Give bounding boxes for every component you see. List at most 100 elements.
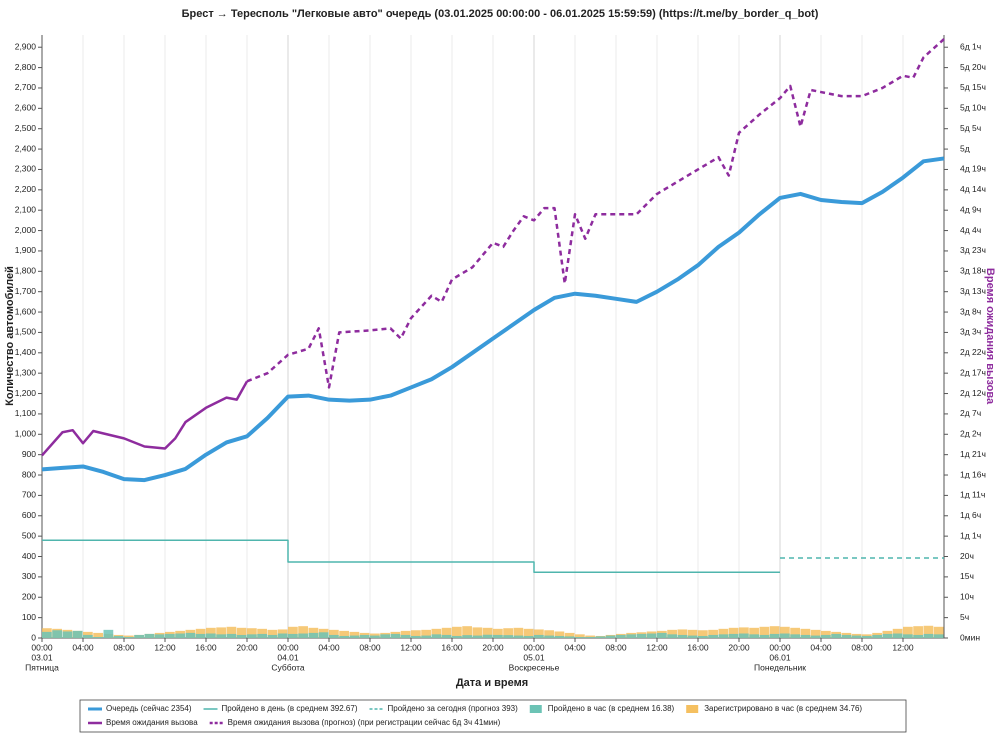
- bar: [431, 628, 442, 638]
- bar: [534, 629, 544, 638]
- bar: [728, 633, 739, 638]
- y-tick-label: 1,800: [15, 266, 37, 276]
- bar: [83, 631, 93, 638]
- y-tick-label: 2,700: [15, 82, 37, 92]
- y-tick-label: 1,500: [15, 327, 37, 337]
- bar: [892, 633, 903, 638]
- bar: [554, 631, 565, 638]
- x-tick-label: 12:00: [892, 642, 914, 652]
- bar: [288, 626, 298, 638]
- y-tick-label: 300: [22, 571, 36, 581]
- y-tick-label: 1,600: [15, 306, 37, 316]
- y-tick-label: 2,600: [15, 103, 37, 113]
- bar: [575, 634, 585, 638]
- bar: [349, 631, 360, 638]
- bar: [134, 634, 144, 638]
- bar: [400, 634, 411, 638]
- bar: [687, 635, 698, 638]
- bar: [933, 626, 944, 638]
- y2-tick-label: 0мин: [960, 632, 980, 642]
- bar: [646, 633, 657, 638]
- x-tick-label: 20:00: [728, 642, 750, 652]
- bar: [708, 634, 718, 638]
- bar: [124, 635, 134, 638]
- bar: [780, 633, 790, 638]
- bar: [851, 635, 862, 638]
- x-day-label: Суббота: [271, 662, 305, 672]
- y-tick-label: 700: [22, 490, 36, 500]
- legend-box: [79, 699, 907, 733]
- bar: [718, 634, 729, 638]
- bar: [769, 626, 780, 638]
- bar: [831, 633, 841, 638]
- bar: [103, 629, 114, 638]
- y2-tick-label: 1д 6ч: [960, 510, 981, 520]
- x-tick-label: 00:00: [769, 642, 791, 652]
- y2-tick-label: 2д 17ч: [960, 367, 986, 377]
- y-tick-label: 2,100: [15, 204, 37, 214]
- x-tick-label: 20:00: [482, 642, 504, 652]
- bar: [493, 628, 503, 638]
- bar: [359, 634, 370, 638]
- y-tick-label: 1,200: [15, 388, 37, 398]
- x-day-label: Пятница: [25, 662, 59, 672]
- y-tick-label: 2,000: [15, 225, 37, 235]
- chart-title: Брест → Тересполь "Легковые авто" очеред…: [182, 8, 819, 20]
- bar: [728, 627, 739, 638]
- bar: [472, 627, 483, 638]
- y2-tick-label: 3д 8ч: [960, 306, 981, 316]
- bar: [257, 628, 267, 638]
- legend-label: Пройдено за сегодня (прогноз 393): [388, 704, 519, 713]
- bar: [913, 626, 923, 638]
- bar: [236, 627, 247, 638]
- bar: [523, 628, 534, 638]
- x-tick-label: 00:00: [523, 642, 545, 652]
- bar: [339, 635, 349, 638]
- legend-label: Время ожидания вызова: [106, 718, 198, 727]
- y-tick-label: 800: [22, 469, 36, 479]
- bar: [769, 633, 780, 638]
- bar: [175, 633, 185, 638]
- y2-tick-label: 5д: [960, 143, 970, 153]
- bar: [431, 634, 442, 638]
- y-tick-label: 2,900: [15, 41, 37, 51]
- bar: [411, 635, 421, 638]
- bar: [380, 634, 390, 638]
- bar: [298, 626, 308, 638]
- bar: [513, 635, 524, 638]
- bar: [739, 633, 749, 638]
- bar: [575, 636, 585, 638]
- bar: [718, 628, 729, 638]
- bar: [462, 626, 472, 638]
- bar: [195, 633, 206, 638]
- y-tick-label: 200: [22, 592, 36, 602]
- bar: [390, 633, 401, 638]
- bar: [903, 626, 913, 638]
- y2-tick-label: 3д 18ч: [960, 266, 986, 276]
- bar: [247, 634, 257, 638]
- bar: [482, 634, 493, 638]
- bar: [318, 632, 329, 638]
- bar: [144, 633, 155, 638]
- x-date-label: 03.01: [31, 652, 53, 662]
- y-tick-label: 2,400: [15, 143, 37, 153]
- bar: [277, 633, 288, 638]
- bar: [206, 627, 216, 638]
- x-tick-label: 08:00: [359, 642, 381, 652]
- y2-tick-label: 1д 16ч: [960, 469, 986, 479]
- bar: [298, 633, 308, 638]
- x-day-label: Воскресенье: [509, 662, 560, 672]
- y-tick-label: 2,300: [15, 164, 37, 174]
- series-line: [41, 380, 249, 457]
- bar: [42, 631, 52, 638]
- bar: [493, 634, 503, 638]
- legend-label: Пройдено в час (в среднем 16.38): [548, 704, 675, 713]
- x-tick-label: 12:00: [646, 642, 668, 652]
- bar: [564, 632, 575, 638]
- bar: [667, 629, 677, 638]
- bar: [226, 633, 237, 638]
- bar: [933, 634, 944, 638]
- y-tick-label: 1,000: [15, 429, 37, 439]
- y2-axis-label: Время ожидания вызова: [984, 268, 996, 405]
